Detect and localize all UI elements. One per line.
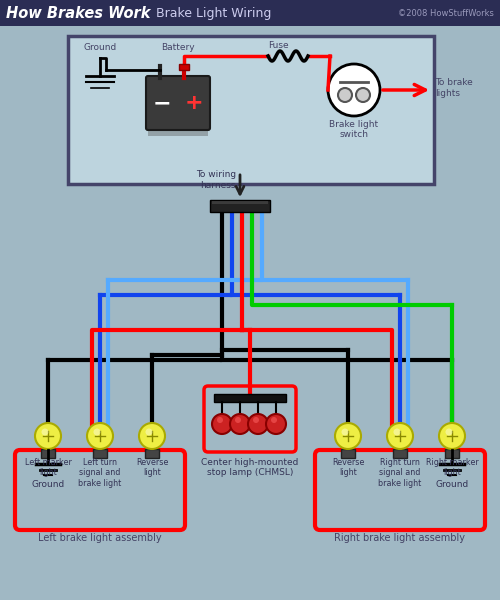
Text: Left turn
signal and
brake light: Left turn signal and brake light — [78, 458, 122, 488]
Circle shape — [253, 417, 259, 423]
Bar — [0, 0, 500, 26]
Text: Ground: Ground — [436, 480, 468, 489]
Circle shape — [356, 88, 370, 102]
Text: Fuse: Fuse — [268, 41, 288, 50]
Bar — [393, 449, 407, 458]
Circle shape — [217, 417, 223, 423]
Text: +: + — [184, 93, 204, 113]
Text: Right turn
signal and
brake light: Right turn signal and brake light — [378, 458, 422, 488]
Bar — [179, 64, 189, 70]
Circle shape — [212, 414, 232, 434]
Bar — [148, 128, 208, 136]
Circle shape — [338, 88, 352, 102]
Circle shape — [35, 423, 61, 449]
Text: Left brake light assembly: Left brake light assembly — [38, 533, 162, 543]
Circle shape — [248, 414, 268, 434]
Circle shape — [342, 428, 348, 436]
Circle shape — [328, 64, 380, 116]
Bar — [68, 36, 434, 184]
Text: Right brake light assembly: Right brake light assembly — [334, 533, 466, 543]
Text: ©2008 HowStuffWorks: ©2008 HowStuffWorks — [398, 8, 494, 17]
Circle shape — [230, 414, 250, 434]
Circle shape — [387, 423, 413, 449]
Circle shape — [446, 428, 452, 436]
Bar — [41, 449, 55, 458]
Bar — [210, 200, 270, 212]
Bar — [93, 449, 107, 458]
Circle shape — [139, 423, 165, 449]
Circle shape — [439, 423, 465, 449]
Circle shape — [266, 414, 286, 434]
Circle shape — [146, 428, 152, 436]
Circle shape — [235, 417, 241, 423]
Text: Brake light
switch: Brake light switch — [330, 120, 378, 139]
Circle shape — [87, 423, 113, 449]
Text: To brake
lights: To brake lights — [435, 78, 473, 98]
Text: How Brakes Work: How Brakes Work — [6, 5, 150, 20]
Text: Reverse
light: Reverse light — [136, 458, 168, 478]
Bar — [445, 449, 459, 458]
Text: To wiring
harness: To wiring harness — [196, 170, 236, 190]
Text: Right marker
light: Right marker light — [426, 458, 478, 478]
Circle shape — [271, 417, 277, 423]
Text: Battery: Battery — [161, 43, 195, 52]
Bar — [341, 449, 355, 458]
Text: Reverse
light: Reverse light — [332, 458, 364, 478]
Bar — [145, 449, 159, 458]
Circle shape — [94, 428, 100, 436]
Text: Center high-mounted
stop lamp (CHMSL): Center high-mounted stop lamp (CHMSL) — [202, 458, 298, 478]
Text: Brake Light Wiring: Brake Light Wiring — [148, 7, 272, 19]
Bar — [214, 394, 286, 402]
FancyBboxPatch shape — [146, 76, 210, 130]
Circle shape — [335, 423, 361, 449]
Circle shape — [394, 428, 400, 436]
Bar — [212, 201, 268, 204]
Circle shape — [42, 428, 48, 436]
Text: Left marker
light: Left marker light — [24, 458, 72, 478]
Text: Ground: Ground — [32, 480, 64, 489]
Text: −: − — [152, 93, 172, 113]
Text: Ground: Ground — [84, 43, 116, 52]
